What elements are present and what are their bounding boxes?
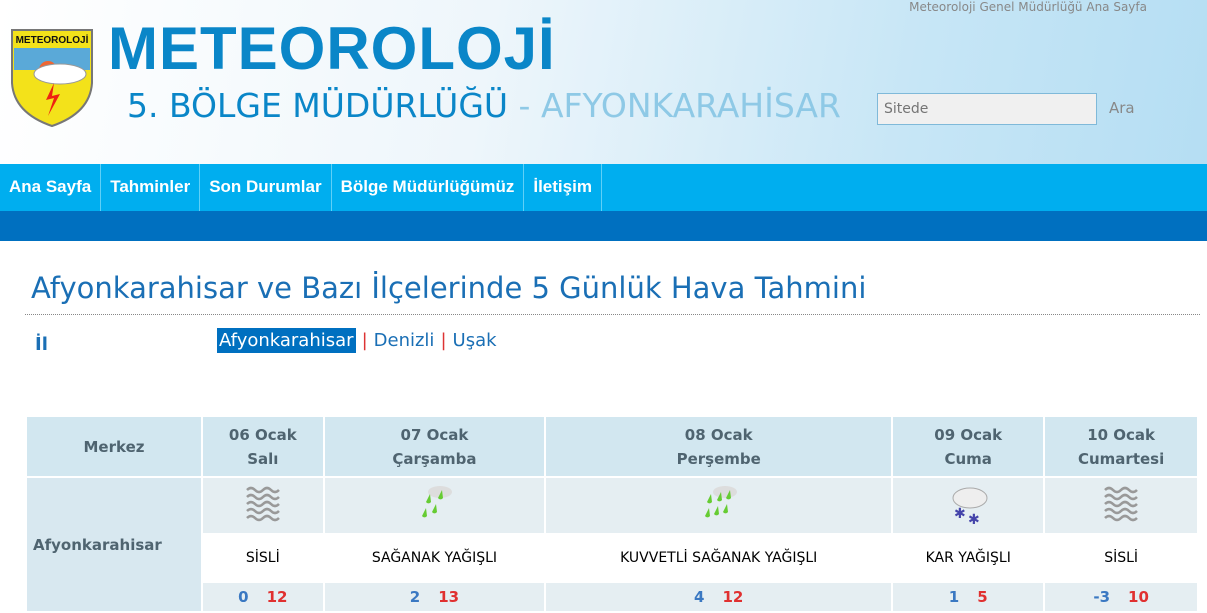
day-header: 07 Ocak Çarşamba xyxy=(322,415,547,478)
min-temp: 1 xyxy=(948,588,960,606)
day-date: 10 Ocak xyxy=(1087,425,1156,444)
search-input[interactable] xyxy=(877,93,1097,125)
day-header: 08 Ocak Perşembe xyxy=(544,415,894,478)
fog-icon xyxy=(201,476,325,535)
condition-text: SİSLİ xyxy=(1043,533,1199,583)
min-temp: -3 xyxy=(1093,588,1111,606)
max-temp: 10 xyxy=(1128,588,1149,606)
day-header: 10 Ocak Cumartesi xyxy=(1043,415,1199,478)
nav-iletisim[interactable]: İletişim xyxy=(524,164,602,211)
svg-text:✱: ✱ xyxy=(968,512,980,526)
separator: | xyxy=(361,330,368,351)
svg-text:✱: ✱ xyxy=(954,506,966,522)
min-temp: 4 xyxy=(694,588,705,606)
condition-text: SAĞANAK YAĞIŞLI xyxy=(322,533,547,583)
province-tabs: Afyonkarahisar | Denizli | Uşak xyxy=(217,328,497,353)
city-name: Afyonkarahisar xyxy=(25,476,203,613)
max-temp: 12 xyxy=(722,588,744,606)
condition-text: KUVVETLİ SAĞANAK YAĞIŞLI xyxy=(544,533,894,583)
fog-icon xyxy=(1043,476,1199,535)
meteoroloji-logo[interactable]: METEOROLOJİ xyxy=(10,28,94,128)
day-name: Çarşamba xyxy=(392,449,477,468)
condition-text: KAR YAĞIŞLI xyxy=(891,533,1046,583)
il-label: İl xyxy=(35,334,48,355)
day-name: Salı xyxy=(247,449,279,468)
nav-band xyxy=(0,211,1207,241)
brand-separator: - xyxy=(508,86,541,125)
forecast-table: Merkez 06 Ocak Salı 07 Ocak Çarşamba 08 Ocak P… xyxy=(25,415,1199,613)
mgm-home-link[interactable]: Meteoroloji Genel Müdürlüğü Ana Sayfa xyxy=(909,0,1147,14)
nav-bolge-mudurlugumuz[interactable]: Bölge Müdürlüğümüz xyxy=(332,164,525,211)
day-name: Perşembe xyxy=(676,449,761,468)
day-date: 09 Ocak xyxy=(934,425,1003,444)
day-header: 09 Ocak Cuma xyxy=(891,415,1046,478)
shower-rain-icon xyxy=(322,476,547,535)
tab-denizli[interactable]: Denizli xyxy=(373,330,435,351)
max-temp: 12 xyxy=(266,588,288,606)
brand-city: AFYONKARAHİSAR xyxy=(540,86,841,125)
min-temp: 2 xyxy=(409,588,421,606)
tab-afyonkarahisar[interactable]: Afyonkarahisar xyxy=(217,328,356,353)
heavy-shower-icon xyxy=(544,476,894,535)
day-name: Cuma xyxy=(944,449,992,468)
max-temp: 5 xyxy=(977,588,988,606)
corner-header: Merkez xyxy=(25,415,203,478)
nav-ana-sayfa[interactable]: Ana Sayfa xyxy=(0,164,102,211)
main-nav: Ana Sayfa Tahminler Son Durumlar Bölge M… xyxy=(0,164,1207,211)
page-title: Afyonkarahisar ve Bazı İlçelerinde 5 Gün… xyxy=(31,271,867,305)
day-date: 08 Ocak xyxy=(684,425,753,444)
brand-region: 5. BÖLGE MÜDÜRLÜĞÜ xyxy=(127,86,509,125)
search-button[interactable]: Ara xyxy=(1109,99,1135,117)
site-header: METEOROLOJİ METEOROLOJİ 5. BÖLGE MÜDÜRLÜ… xyxy=(0,0,1207,164)
divider xyxy=(25,314,1200,315)
tab-usak[interactable]: Uşak xyxy=(452,330,497,351)
nav-son-durumlar[interactable]: Son Durumlar xyxy=(200,164,332,211)
separator: | xyxy=(440,330,447,351)
condition-text: SİSLİ xyxy=(201,533,325,583)
day-header: 06 Ocak Salı xyxy=(201,415,325,478)
min-temp: 0 xyxy=(238,588,249,606)
day-date: 07 Ocak xyxy=(400,425,469,444)
day-date: 06 Ocak xyxy=(228,425,297,444)
max-temp: 13 xyxy=(438,588,460,606)
svg-text:METEOROLOJİ: METEOROLOJİ xyxy=(16,33,89,46)
day-name: Cumartesi xyxy=(1077,449,1165,468)
brand-title: METEOROLOJİ xyxy=(108,15,556,82)
brand-subtitle: 5. BÖLGE MÜDÜRLÜĞÜ - AFYONKARAHİSAR xyxy=(127,86,841,125)
nav-tahminler[interactable]: Tahminler xyxy=(101,164,201,211)
snow-icon: ✱ ✱ xyxy=(891,476,1046,535)
